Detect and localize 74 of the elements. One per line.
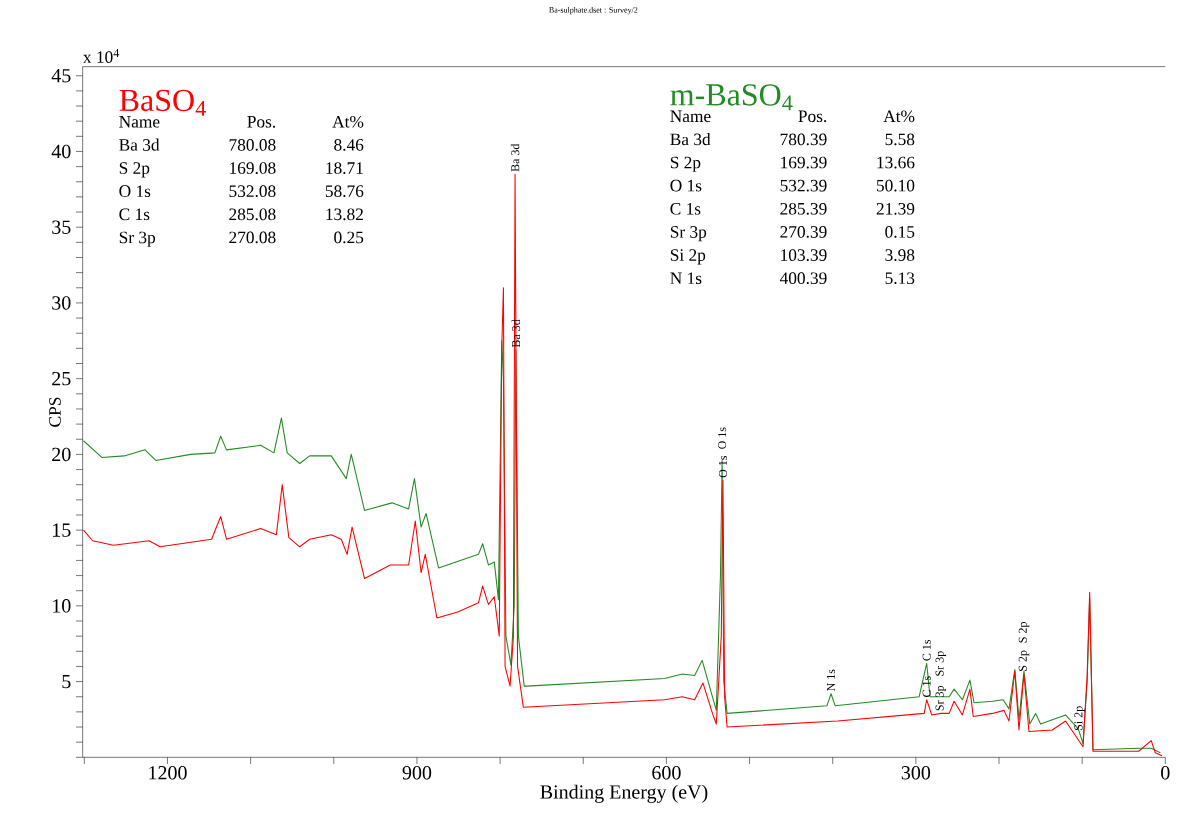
annotation: 532.08 bbox=[229, 185, 276, 198]
annotation: Sr 3p bbox=[935, 651, 947, 676]
annotation: 400.39 bbox=[779, 272, 827, 285]
annotation: 0.15 bbox=[885, 226, 915, 238]
annotation: 3.98 bbox=[885, 249, 915, 261]
annotation: 780.39 bbox=[780, 133, 827, 146]
y-tick-label: 15 bbox=[53, 523, 71, 537]
annotation: At% bbox=[332, 115, 364, 128]
annotation: O 1s bbox=[718, 455, 727, 478]
annotation: C 1s bbox=[119, 208, 150, 221]
annotation: 270.39 bbox=[780, 226, 827, 238]
y-tick-label: 30 bbox=[52, 296, 71, 310]
annotation: 18.71 bbox=[326, 162, 363, 174]
annotation: Sr 3p bbox=[119, 231, 156, 247]
annotation: Sr 3p bbox=[935, 685, 947, 711]
text: BaSO$_{4}$ bbox=[119, 89, 206, 116]
y-axis-title: CPS bbox=[49, 397, 61, 427]
y-tick-label: 35 bbox=[52, 220, 71, 234]
text: m-BaSO$_{4}$ bbox=[670, 84, 793, 111]
annotation: S 2p bbox=[670, 156, 701, 172]
y-tick-label: 45 bbox=[51, 69, 71, 83]
annotation: 103.39 bbox=[781, 249, 827, 261]
x-tick-label: 300 bbox=[901, 766, 931, 780]
annotation: 5.13 bbox=[885, 272, 915, 285]
chart-title: Ba-sulphate.dset : Survey/2 bbox=[549, 7, 638, 15]
annotation: S 2p bbox=[119, 162, 150, 178]
annotation: 8.46 bbox=[334, 139, 364, 151]
annotation: 169.08 bbox=[230, 162, 276, 174]
annotation: 285.08 bbox=[229, 208, 276, 221]
annotation: N 1s bbox=[670, 272, 702, 285]
annotation: S 2p bbox=[1018, 622, 1030, 643]
annotation: 58.76 bbox=[325, 185, 364, 198]
annotation: O 1s bbox=[670, 179, 702, 192]
annotation: 21.39 bbox=[876, 202, 915, 215]
annotation: Name bbox=[119, 116, 160, 128]
x-tick-label: 900 bbox=[402, 766, 432, 780]
x-tick-label: 600 bbox=[652, 766, 681, 780]
annotation: Ba 3d bbox=[511, 319, 521, 348]
y-tick-label: 10 bbox=[53, 599, 71, 613]
annotation: Si 2p bbox=[1074, 706, 1085, 731]
y-tick-label: 40 bbox=[51, 144, 71, 159]
annotation: 780.08 bbox=[229, 139, 276, 151]
text: x 10$^{4}$ bbox=[83, 48, 120, 63]
annotation: C 1s bbox=[922, 676, 931, 697]
annotation: C 1s bbox=[922, 639, 931, 661]
annotation: C 1s bbox=[670, 202, 701, 215]
annotation: 50.10 bbox=[876, 179, 915, 192]
annotation: Ba 3d bbox=[119, 138, 160, 151]
annotation: O 1s bbox=[718, 427, 727, 449]
annotation: Sr 3p bbox=[670, 226, 707, 242]
annotation: 13.66 bbox=[877, 156, 915, 169]
x-axis-title: Binding Energy (eV) bbox=[540, 784, 708, 803]
annotation: At% bbox=[883, 110, 915, 123]
annotation: 270.08 bbox=[229, 231, 276, 244]
x-tick-label: 0 bbox=[1161, 766, 1170, 780]
annotation: Si 2p bbox=[670, 249, 706, 265]
y-tick-label: 5 bbox=[62, 674, 71, 689]
annotation: 532.39 bbox=[780, 179, 827, 192]
annotation: 13.82 bbox=[326, 208, 363, 221]
annotation: Pos. bbox=[247, 116, 276, 128]
annotation: O 1s bbox=[119, 185, 151, 198]
annotation: 285.39 bbox=[780, 202, 827, 215]
annotation: Name bbox=[670, 110, 711, 123]
annotation: S 2p bbox=[1018, 650, 1030, 671]
annotation: Ba 3d bbox=[510, 143, 520, 172]
annotation: Pos. bbox=[798, 110, 827, 123]
annotation: Ba 3d bbox=[670, 133, 711, 146]
annotation: 169.39 bbox=[781, 156, 827, 169]
annotation: 0.25 bbox=[334, 231, 364, 244]
annotation: N 1s bbox=[827, 669, 836, 692]
y-tick-label: 25 bbox=[52, 371, 71, 386]
y-tick-label: 20 bbox=[52, 447, 71, 462]
annotation: 5.58 bbox=[885, 133, 915, 146]
x-tick-label: 1200 bbox=[149, 766, 187, 780]
